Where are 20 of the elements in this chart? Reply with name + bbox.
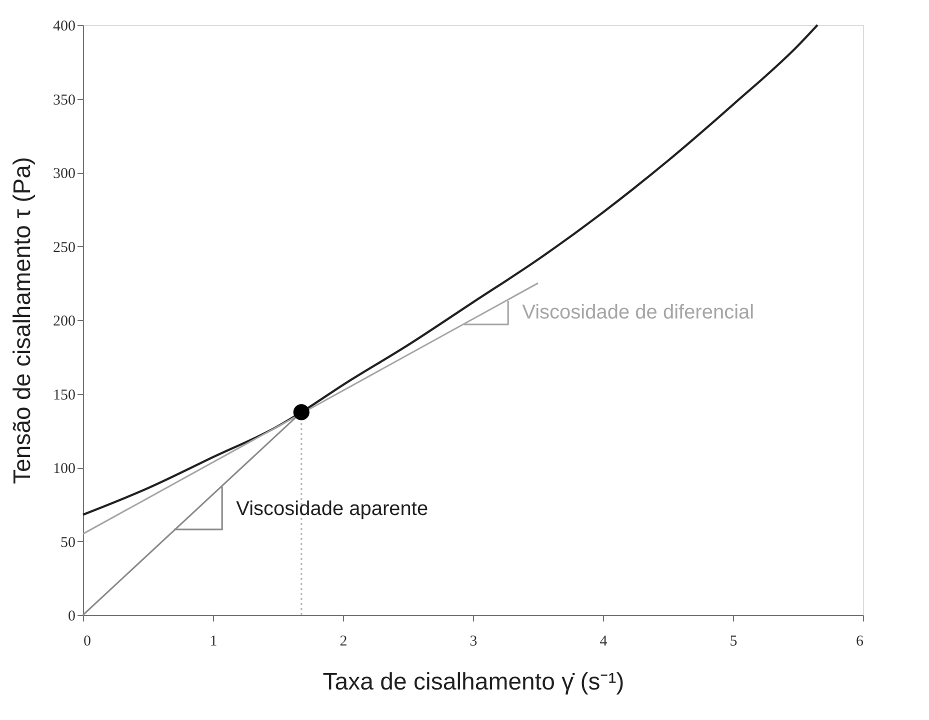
y-tick-label: 300 [53, 166, 76, 182]
y-tick-label: 100 [53, 461, 76, 477]
y-tick-label: 200 [53, 314, 76, 330]
x-tick-label: 2 [340, 634, 348, 650]
x-tick-label: 6 [856, 634, 864, 650]
annotation: Viscosidade aparente [236, 498, 428, 520]
x-tick-label: 1 [210, 634, 218, 650]
y-tick-label: 350 [53, 92, 76, 108]
x-axis-title: Taxa de cisalhamento γ̇ (s⁻¹) [322, 668, 624, 696]
y-tick-label: 400 [53, 18, 76, 34]
x-tick-label: 5 [730, 634, 738, 650]
y-axis-title: Tensão de cisalhamento τ (Pa) [9, 157, 36, 484]
annotation: Viscosidade de diferencial [522, 302, 754, 324]
y-tick-label: 50 [60, 534, 76, 551]
x-tick-label: 0 [84, 634, 91, 650]
y-tick-label: 0 [68, 608, 76, 624]
x-tick-label: 3 [470, 634, 478, 650]
y-tick-label: 250 [53, 240, 76, 256]
x-tick-label: 4 [600, 634, 608, 650]
y-tick-label: 150 [53, 387, 76, 404]
